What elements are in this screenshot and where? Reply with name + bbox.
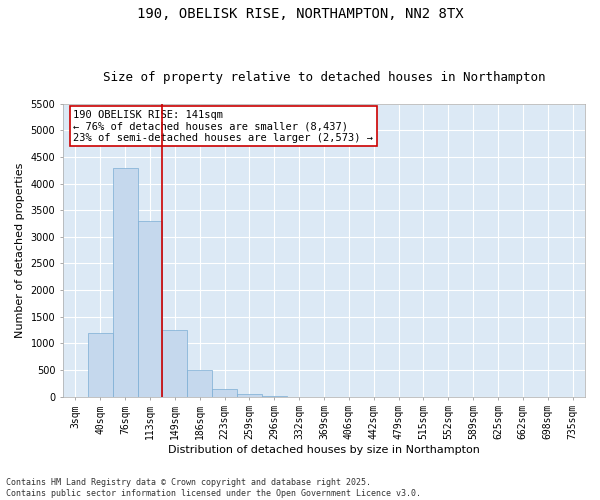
Text: 190, OBELISK RISE, NORTHAMPTON, NN2 8TX: 190, OBELISK RISE, NORTHAMPTON, NN2 8TX	[137, 8, 463, 22]
Bar	[137, 221, 163, 396]
Bar	[212, 388, 237, 396]
Text: Contains HM Land Registry data © Crown copyright and database right 2025.
Contai: Contains HM Land Registry data © Crown c…	[6, 478, 421, 498]
Text: 190 OBELISK RISE: 141sqm
← 76% of detached houses are smaller (8,437)
23% of sem: 190 OBELISK RISE: 141sqm ← 76% of detach…	[73, 110, 373, 143]
X-axis label: Distribution of detached houses by size in Northampton: Distribution of detached houses by size …	[168, 445, 480, 455]
Bar	[237, 394, 262, 396]
Title: Size of property relative to detached houses in Northampton: Size of property relative to detached ho…	[103, 72, 545, 85]
Bar	[88, 332, 113, 396]
Bar	[163, 330, 187, 396]
Bar	[187, 370, 212, 396]
Y-axis label: Number of detached properties: Number of detached properties	[15, 162, 25, 338]
Bar	[113, 168, 137, 396]
